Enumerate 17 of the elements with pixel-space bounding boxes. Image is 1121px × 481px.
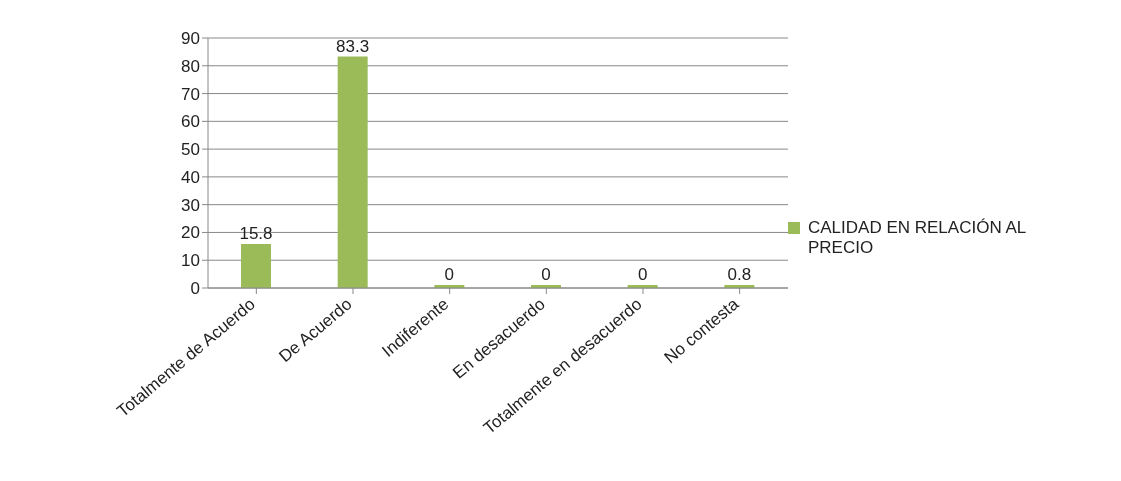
data-label: 0.8	[727, 265, 752, 284]
y-tick-label: 70	[181, 84, 200, 104]
y-tick-label: 90	[181, 29, 200, 49]
data-label: 0	[541, 265, 551, 284]
y-tick-label: 0	[190, 279, 200, 299]
data-label: 0	[637, 265, 648, 284]
data-label: 15.8	[239, 224, 273, 244]
y-tick-label: 80	[181, 56, 200, 76]
y-tick-label: 50	[181, 140, 200, 160]
legend-label: CALIDAD EN RELACIÓN AL PRECIO	[808, 218, 1027, 258]
y-tick-label: 20	[181, 223, 200, 243]
y-tick-label: 60	[181, 112, 200, 132]
data-label: 0	[444, 265, 455, 284]
y-tick-label: 10	[181, 251, 200, 271]
data-label: 83.3	[336, 36, 370, 56]
y-tick-label: 30	[181, 195, 200, 215]
y-tick-label: 40	[181, 167, 200, 187]
